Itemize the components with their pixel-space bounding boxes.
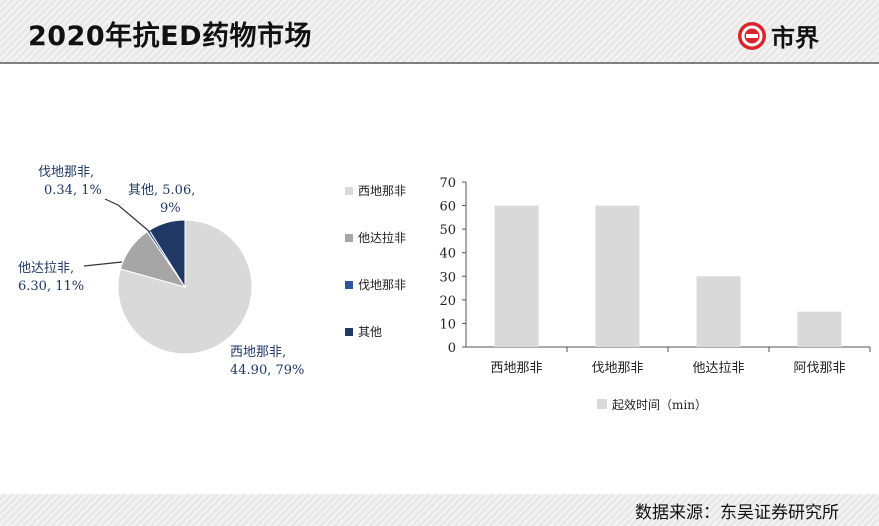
pie-label-3-line1: 其他, 5.06, xyxy=(128,183,195,198)
pie-label-1-line1: 他达拉非, xyxy=(18,261,74,276)
bar-0 xyxy=(494,205,539,347)
pie-legend-swatch-2 xyxy=(345,281,353,289)
data-source: 数据来源：东吴证券研究所 xyxy=(635,503,839,523)
pie-leader-line xyxy=(104,198,151,233)
bar-y-tick-label-7: 70 xyxy=(439,176,456,191)
bar-y-tick-label-2: 20 xyxy=(439,294,456,309)
pie-chart xyxy=(117,219,253,355)
pie-legend-label-1: 他达拉非 xyxy=(358,230,406,245)
logo-icon xyxy=(738,21,766,50)
pie-leader-line-2 xyxy=(83,261,123,267)
header-divider xyxy=(0,62,879,64)
bar-y-tick-label-1: 10 xyxy=(439,317,456,332)
bar-y-tick-label-4: 40 xyxy=(439,247,456,262)
pie-label-0-line1: 西地那非, xyxy=(230,345,286,360)
pie-labels: 西地那非, 44.90, 79% 他达拉非, 6.30, 11% 伐地那非, 0.34, … xyxy=(18,165,304,378)
pie-legend-label-2: 伐地那非 xyxy=(358,278,406,292)
footer-bar xyxy=(0,494,879,526)
pie-label-1-line2: 6.30, 11% xyxy=(18,279,84,294)
bar-legend-label-0: 起效时间（min） xyxy=(612,397,707,412)
bar-x-label-1: 伐地那非 xyxy=(591,361,643,376)
bar-1 xyxy=(595,205,640,347)
pie-label-2-line1: 伐地那非, xyxy=(38,165,94,180)
pie-legend-label-0: 西地那非 xyxy=(358,184,406,198)
logo-text: 市界 xyxy=(771,24,819,52)
bar-2 xyxy=(696,276,741,347)
bar-y-tick-label-3: 30 xyxy=(439,270,456,285)
pie-label-2-line2: 0.34, 1% xyxy=(44,183,102,198)
pie-legend-swatch-0 xyxy=(345,187,353,195)
header-bar xyxy=(0,0,879,64)
bar-x-label-3: 阿伐那非 xyxy=(793,361,845,376)
pie-slice-3 xyxy=(148,219,186,289)
bar-y-tick-label-5: 50 xyxy=(439,223,456,238)
brand-logo: 市界 xyxy=(737,18,819,53)
bar-legend-swatch-0 xyxy=(597,399,607,409)
bar-y-tick-label-0: 0 xyxy=(448,341,456,356)
bar-x-label-0: 西地那非 xyxy=(490,361,542,376)
pie-legend-swatch-1 xyxy=(345,234,353,242)
pie-legend-label-3: 其他 xyxy=(358,325,382,339)
bar-x-label-2: 他达拉非 xyxy=(692,361,744,376)
pie-label-0-line2: 44.90, 79% xyxy=(230,363,304,378)
pie-legend-swatch-3 xyxy=(345,328,353,336)
bar-3 xyxy=(797,311,842,347)
page-title: 2020年抗ED药物市场 xyxy=(28,21,313,52)
bar-y-tick-label-6: 60 xyxy=(439,200,456,215)
pie-label-3-line2: 9% xyxy=(160,201,181,216)
